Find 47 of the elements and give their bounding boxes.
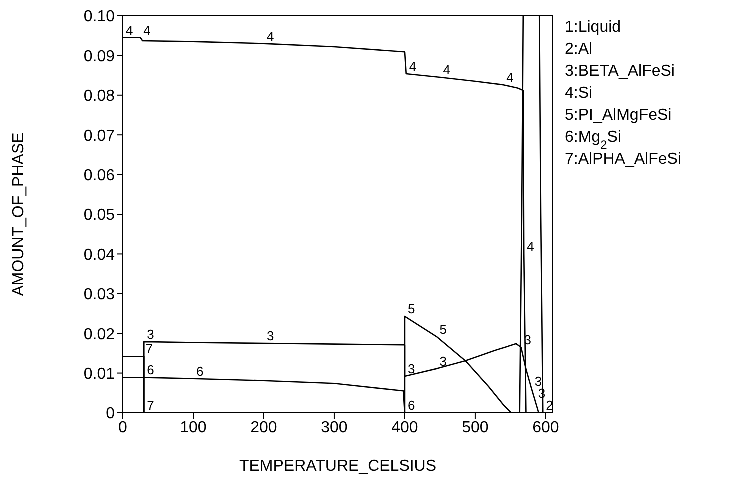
annotation: 4	[409, 58, 417, 74]
annotation: 4	[527, 239, 534, 254]
y-tick-label: 0	[106, 406, 116, 423]
annotation: 3	[147, 326, 154, 342]
annotation: 3	[408, 361, 416, 376]
text: 6:Mg$_{2}$Si	[565, 129, 622, 152]
y-tick-label: 0.07	[84, 128, 116, 145]
annotation: 4	[144, 22, 151, 38]
text: 5:PI_AlMgFeSi	[565, 107, 672, 124]
annotation: 3	[534, 374, 542, 390]
y-tick-label: 0.05	[84, 207, 116, 224]
text: 1:Liquid	[565, 19, 622, 36]
x-axis-title: TEMPERATURE_CELSIUS	[239, 458, 437, 475]
annotation: 3	[440, 354, 447, 369]
x-tick-label: 0	[118, 419, 128, 436]
annotation: 5	[408, 302, 416, 317]
x-tick-label: 600	[532, 419, 560, 436]
annotation: 7	[146, 342, 153, 357]
text: 7:AlPHA_AlFeSi	[565, 151, 682, 168]
annotation: 6	[147, 362, 154, 378]
y-tick-label: 0.03	[84, 286, 116, 304]
annotation: 4	[443, 62, 450, 78]
text: 2:Al	[565, 41, 593, 58]
y-tick-label: 0.08	[84, 88, 116, 106]
text: 3:BETA_AlFeSi	[565, 63, 675, 80]
x-tick-label: 200	[250, 419, 278, 436]
x-tick-label: 400	[392, 419, 418, 436]
x-tick-label: 100	[180, 419, 207, 436]
y-tick-label: 0.10	[84, 8, 116, 26]
x-tick-label: 300	[321, 419, 348, 436]
y-tick-label: 0.04	[84, 246, 116, 264]
annotation: 7	[147, 398, 154, 413]
text: 4:Si	[565, 85, 593, 102]
annotation: 4	[506, 70, 514, 86]
y-tick-label: 0.09	[84, 48, 116, 66]
y-axis-title: AMOUNT_OF_PHASE	[10, 132, 28, 296]
y-tick-label: 0.01	[84, 366, 116, 383]
y-tick-label: 0.06	[84, 167, 116, 184]
annotation: 6	[408, 398, 416, 413]
annotation: 6	[196, 364, 204, 379]
annotation: 5	[440, 322, 447, 337]
annotation: 4	[266, 28, 274, 44]
annotation: 3	[266, 328, 274, 344]
x-tick-label: 500	[462, 419, 489, 436]
annotation: 2	[546, 398, 554, 413]
annotation: 4	[126, 22, 134, 38]
y-tick-label: 0.02	[84, 326, 116, 344]
